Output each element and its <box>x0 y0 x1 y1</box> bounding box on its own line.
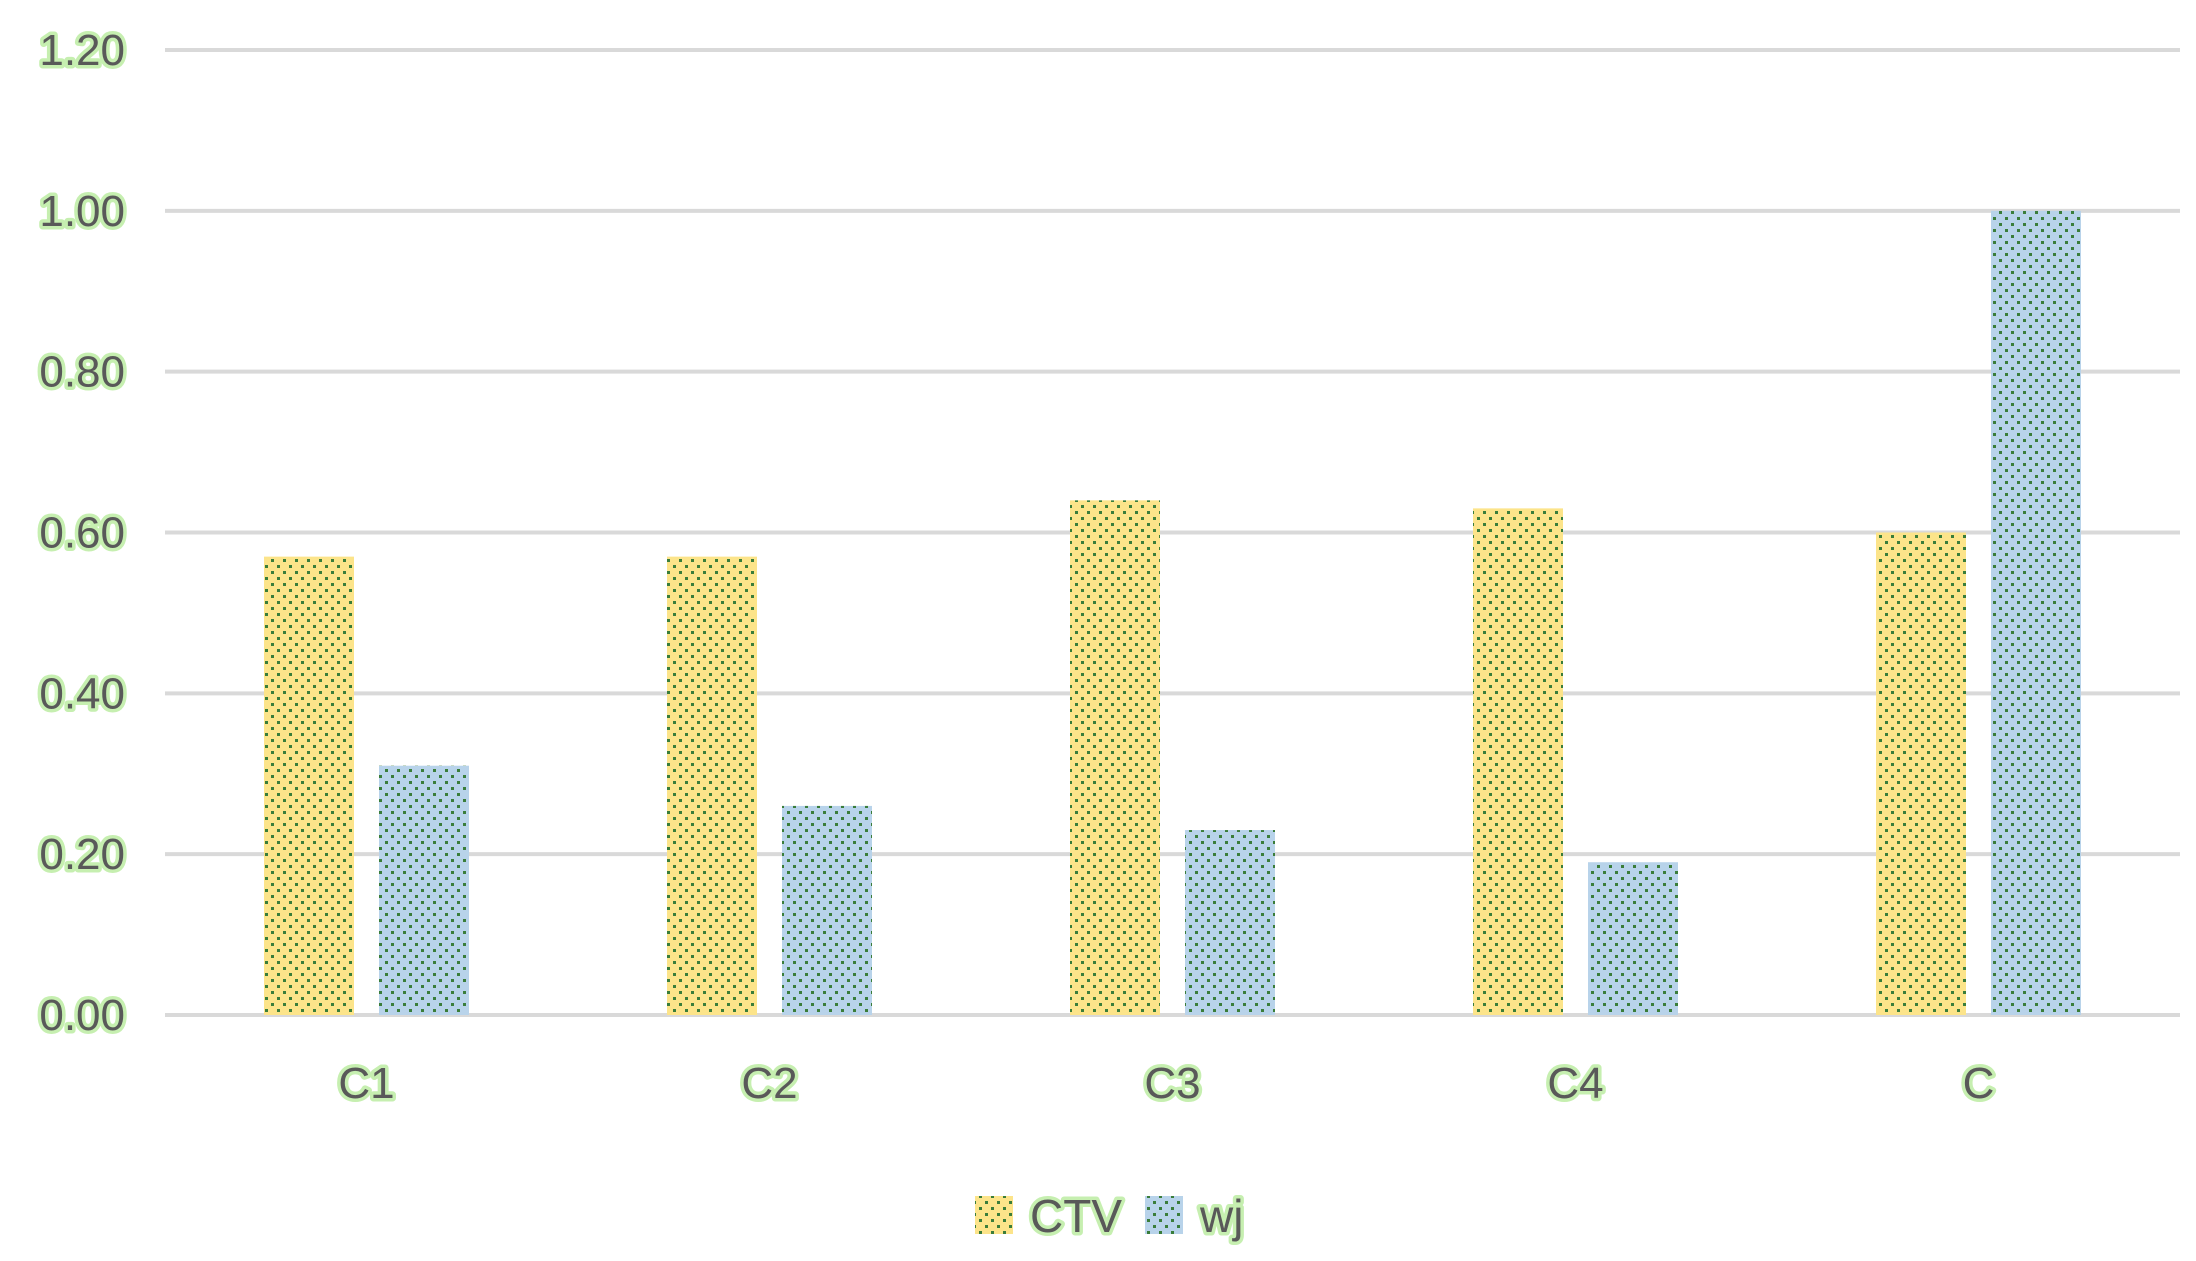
bar-wj-c1 <box>379 765 469 1015</box>
y-tick-label: 1.20 <box>39 26 125 75</box>
y-tick-label: 0.20 <box>39 830 125 879</box>
x-axis: C1 C2 C3 C4 C <box>335 1056 1998 1112</box>
bar-ctv-c3 <box>1070 500 1160 1015</box>
legend-swatch-wj <box>1145 1196 1183 1234</box>
legend-label-ctv: CTV <box>1030 1190 1122 1242</box>
legend-label-wj: wj <box>1199 1190 1243 1242</box>
gridlines <box>165 48 2180 1017</box>
x-tick-label: C3 <box>1144 1059 1200 1108</box>
y-axis: 0.00 0.20 0.40 0.60 0.80 1.00 1.20 <box>36 23 129 1044</box>
y-tick-label: 0.00 <box>39 991 125 1040</box>
x-tick-label: C4 <box>1547 1059 1603 1108</box>
y-tick-label: 0.40 <box>39 669 125 718</box>
y-tick-label: 0.80 <box>39 348 125 397</box>
bar-ctv-c1 <box>264 556 354 1015</box>
x-tick-label: C2 <box>741 1059 797 1108</box>
y-tick-label: 0.60 <box>39 509 125 558</box>
legend: CTV wj <box>975 1187 1247 1246</box>
bars <box>264 210 2081 1016</box>
bar-ctv-c <box>1876 532 1966 1015</box>
bar-wj-c <box>1991 210 2081 1016</box>
x-tick-label: C <box>1963 1059 1995 1108</box>
legend-swatch-ctv <box>975 1196 1013 1234</box>
bar-wj-c4 <box>1588 862 1678 1015</box>
y-tick-label: 1.00 <box>39 187 125 236</box>
bar-wj-c2 <box>782 805 872 1015</box>
bar-ctv-c2 <box>667 556 757 1015</box>
x-tick-label: C1 <box>338 1059 394 1108</box>
bar-wj-c3 <box>1185 830 1275 1015</box>
bar-ctv-c4 <box>1473 508 1563 1015</box>
